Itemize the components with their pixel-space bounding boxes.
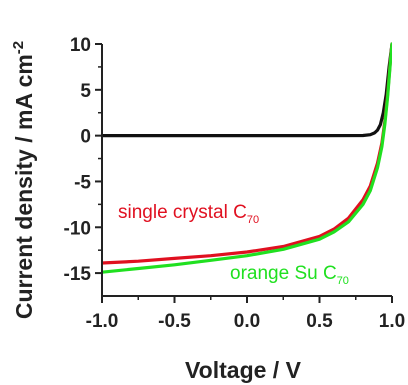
y-tick-label: 5 (80, 81, 91, 102)
ticks: -1.0 -0.5 0.0 0.5 1.0 10 5 0 -5 -10 -15 (64, 35, 406, 332)
plot-area (102, 42, 392, 274)
x-tick-label: -0.5 (158, 311, 191, 332)
y-tick-label: -5 (74, 172, 91, 193)
x-tick-label: 0.5 (306, 311, 333, 332)
series-label-subscript: 70 (247, 214, 259, 226)
labels: Voltage / V Current density / mA cm-2 sing… (10, 41, 349, 383)
y-axis-title-superscript: -2 (10, 41, 27, 54)
y-tick-label: 0 (80, 127, 91, 148)
y-axis-title: Current density / mA cm-2 (10, 41, 37, 319)
series-label-1: single crystal C70 (118, 202, 259, 226)
series-label-2: orange Su C70 (230, 263, 349, 287)
series-line-0 (102, 42, 392, 138)
y-tick-label: -15 (64, 264, 92, 285)
x-tick-label: 0.0 (234, 311, 260, 332)
y-tick-label: -10 (64, 218, 91, 239)
series-line-2 (102, 42, 392, 274)
axes (101, 44, 392, 297)
x-axis-title: Voltage / V (185, 357, 302, 383)
series-label-subscript: 70 (337, 275, 349, 287)
y-axis-title-text: Current density / mA cm (11, 54, 37, 319)
x-tick-label: 1.0 (379, 311, 405, 332)
series-line-1 (102, 42, 392, 265)
y-tick-label: 10 (70, 35, 91, 56)
series-label-text: orange Su C (230, 263, 337, 284)
x-tick-label: -1.0 (86, 311, 119, 332)
series-label-text: single crystal C (118, 202, 247, 223)
